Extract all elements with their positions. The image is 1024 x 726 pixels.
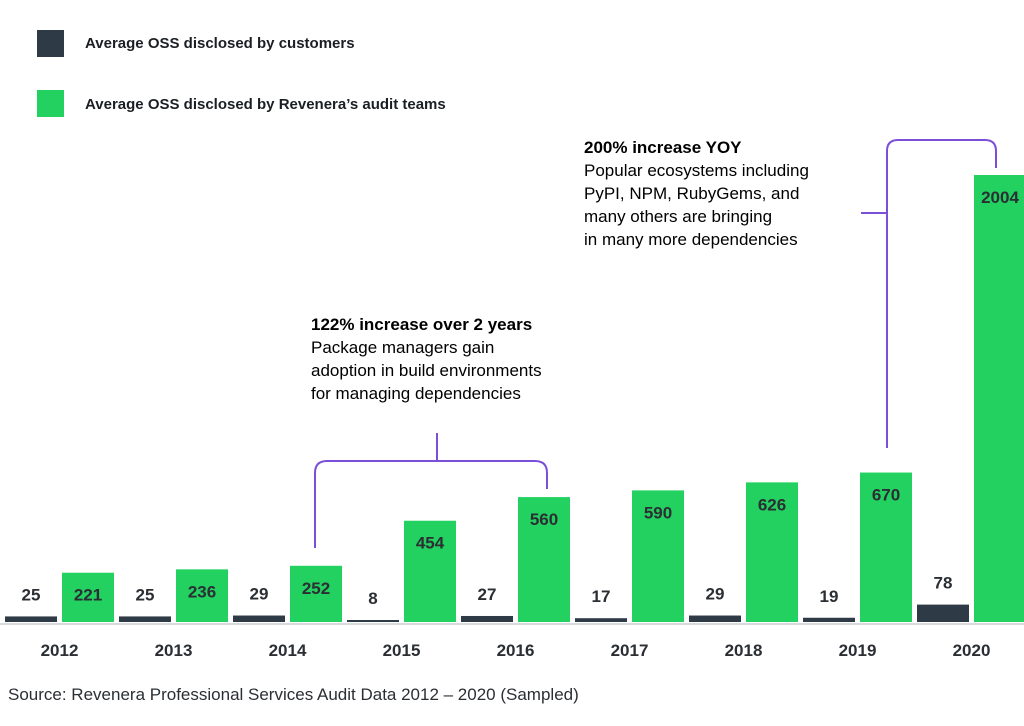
x-tick-2012: 2012 (41, 641, 79, 660)
bar-customers-2016 (461, 615, 513, 622)
annotation-line-1-1: Package managers gain (311, 338, 494, 357)
value-label-customers-2017: 17 (592, 587, 611, 606)
value-label-audit-2017: 590 (644, 503, 672, 522)
legend-swatch-customers (37, 30, 64, 57)
annotation-heading-1: 122% increase over 2 years (311, 315, 532, 334)
legend-label-customers: Average OSS disclosed by customers (85, 35, 355, 52)
annotation-line-2-1: Popular ecosystems including (584, 161, 809, 180)
value-label-audit-2012: 221 (74, 586, 102, 605)
bar-audit-2014 (290, 565, 342, 622)
x-tick-labels: 2012 2013 2014 2015 2016 2017 2018 2019 2020 (41, 641, 991, 660)
bar-customers-2013 (119, 616, 171, 622)
annotation-line-2-4: in many more dependencies (584, 230, 798, 249)
value-label-customers-2016: 27 (478, 585, 497, 604)
x-tick-2016: 2016 (497, 641, 535, 660)
bar-audit-2015 (404, 520, 456, 622)
annotation-line-2-2: PyPI, NPM, RubyGems, and (584, 184, 799, 203)
bar-audit-2012 (62, 572, 114, 622)
annotation-line-1-3: for managing dependencies (311, 384, 521, 403)
value-label-audit-2018: 626 (758, 495, 786, 514)
annotation-heading-2: 200% increase YOY (584, 138, 742, 157)
value-label-customers-2019: 19 (820, 587, 839, 606)
bar-audit-2017 (632, 490, 684, 622)
bar-customers-2019 (803, 617, 855, 622)
value-label-customers-2018: 29 (706, 585, 725, 604)
annotation-bracket-2 (861, 139, 997, 448)
bar-audit-2019 (860, 472, 912, 622)
value-label-audit-2013: 236 (188, 582, 216, 601)
value-label-audit-2020: 2004 (981, 188, 1019, 207)
x-tick-2015: 2015 (383, 641, 421, 660)
value-label-customers-2012: 25 (22, 585, 41, 604)
legend-swatch-audit (37, 90, 64, 117)
legend: Average OSS disclosed by customers Avera… (37, 30, 446, 117)
annotation-line-2-3: many others are bringing (584, 207, 772, 226)
bar-customers-2018 (689, 615, 741, 622)
value-label-audit-2014: 252 (302, 579, 330, 598)
bar-customers-2017 (575, 618, 627, 622)
value-label-customers-2015: 8 (368, 589, 377, 608)
bar-customers-2012 (5, 616, 57, 622)
value-label-customers-2014: 29 (250, 585, 269, 604)
value-label-audit-2016: 560 (530, 510, 558, 529)
annotation-200-percent: 200% increase YOY Popular ecosystems inc… (584, 138, 997, 448)
bar-audit-2020 (974, 175, 1024, 622)
x-tick-2020: 2020 (953, 641, 991, 660)
bar-audit-2018 (746, 482, 798, 622)
bars: 25 221 25 236 29 252 8 454 27 560 17 590 29 626 19 670 7… (5, 175, 1024, 622)
x-tick-2014: 2014 (269, 641, 307, 660)
bar-customers-2014 (233, 615, 285, 622)
x-tick-2019: 2019 (839, 641, 877, 660)
value-label-customers-2013: 25 (136, 585, 155, 604)
x-tick-2018: 2018 (725, 641, 763, 660)
value-label-customers-2020: 78 (934, 574, 953, 593)
legend-label-audit: Average OSS disclosed by Revenera’s audi… (85, 96, 446, 113)
bar-audit-2013 (176, 569, 228, 622)
annotation-bracket-1 (314, 433, 548, 548)
annotation-line-1-2: adoption in build environments (311, 361, 542, 380)
value-label-audit-2019: 670 (872, 486, 900, 505)
source-note: Source: Revenera Professional Services A… (8, 685, 579, 704)
x-tick-2017: 2017 (611, 641, 649, 660)
bar-audit-2016 (518, 497, 570, 622)
bar-customers-2020 (917, 604, 969, 622)
bar-customers-2015 (347, 620, 399, 622)
annotation-122-percent: 122% increase over 2 years Package manag… (311, 315, 548, 548)
value-label-audit-2015: 454 (416, 534, 445, 553)
x-tick-2013: 2013 (155, 641, 193, 660)
